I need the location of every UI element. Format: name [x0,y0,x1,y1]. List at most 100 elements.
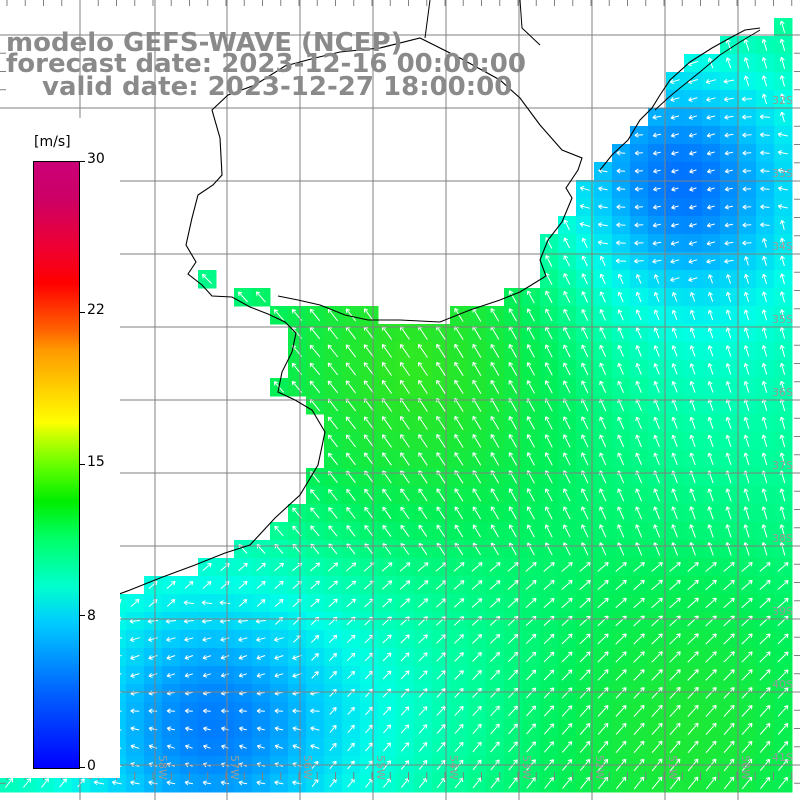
wind-arrow [472,452,482,466]
wind-arrow [328,634,338,644]
wind-arrow [256,599,266,607]
wind-arrow [454,705,464,716]
wind-arrow [346,452,356,466]
latitude-label: 39S [772,605,793,618]
wind-arrow [184,672,194,678]
wind-arrow [382,670,392,680]
wind-arrow [400,506,410,520]
wind-arrow [545,308,553,322]
wind-arrow [779,255,785,267]
wind-arrow [759,562,771,572]
wind-arrow [633,687,645,699]
wind-arrow [599,273,606,285]
wind-arrow [363,434,375,448]
wind-arrow [777,651,789,663]
wind-arrow [706,240,716,246]
wind-arrow [347,688,355,698]
wind-arrow [687,633,699,645]
wind-arrow [635,434,642,448]
wind-arrow [635,488,643,502]
wind-arrow [563,273,571,285]
longitude-label: 51W [666,755,679,780]
wind-arrow [689,309,696,321]
wind-arrow [724,186,733,192]
wind-arrow [688,240,698,246]
model-title: modelo GEFS-WAVE (NCEP) [6,28,403,58]
wind-arrow [725,345,732,357]
wind-arrow [490,488,500,502]
wind-arrow [707,524,714,538]
wind-arrow [543,723,555,735]
wind-arrow [490,777,500,789]
lagoon-outline [654,29,761,111]
wind-arrow [328,525,338,537]
wind-arrow [723,722,735,736]
wind-arrow [399,562,411,572]
wind-arrow [525,651,537,663]
wind-arrow [651,687,663,699]
wind-arrow [617,416,625,430]
wind-arrow [653,434,660,448]
wind-arrow [599,488,607,502]
wind-arrow [651,669,663,681]
wind-arrow [707,327,714,339]
wind-arrow [725,363,732,375]
wind-arrow [400,524,410,537]
wind-arrow [779,291,785,303]
wind-arrow [256,580,266,589]
wind-arrow [381,580,393,590]
wind-arrow [777,669,789,681]
wind-arrow [256,780,266,786]
wind-arrow [561,597,573,609]
wind-arrow [760,222,770,228]
wind-arrow [382,706,392,716]
wind-arrow [185,726,193,732]
wind-arrow [689,506,696,520]
wind-arrow [256,655,266,660]
wind-arrow [544,488,553,502]
wind-arrow [166,672,176,678]
wind-arrow [687,651,699,663]
wind-arrow [635,309,642,321]
wind-arrow [327,562,339,572]
wind-arrow [653,168,661,174]
wind-arrow [581,291,589,303]
wind-arrow [669,740,681,754]
wind-arrow [761,345,768,357]
wind-arrow [687,776,699,790]
northern-coastline [599,27,761,171]
wind-arrow [274,562,284,572]
wind-arrow [508,506,517,520]
longitude-label: 58W [156,755,169,780]
wind-arrow [707,186,715,192]
wind-arrow [436,506,446,520]
wind-arrow [256,744,265,750]
wind-arrow [418,434,428,448]
wind-arrow [238,655,248,660]
wind-arrow [599,452,607,466]
wind-arrow [166,636,176,642]
wind-arrow [615,633,627,645]
wind-arrow [742,132,752,138]
wind-arrow [526,777,536,789]
wind-arrow [563,416,571,430]
wind-arrow [238,580,248,589]
wind-arrow [705,633,717,645]
wind-arrow [561,651,573,663]
wind-arrow [508,741,518,753]
wind-arrow [599,344,607,357]
wind-arrow [597,562,609,572]
wind-arrow [526,723,536,735]
wind-arrow [418,670,428,680]
wind-arrow [616,204,626,210]
wind-arrow [741,705,753,717]
wind-arrow [508,705,518,717]
wind-arrow [543,562,555,572]
wind-arrow [634,132,644,138]
wind-arrow [526,434,535,448]
wind-arrow [633,669,645,681]
wind-arrow [563,506,571,520]
wind-arrow [651,579,663,591]
wind-arrow [544,506,553,520]
wind-arrow [617,327,624,339]
